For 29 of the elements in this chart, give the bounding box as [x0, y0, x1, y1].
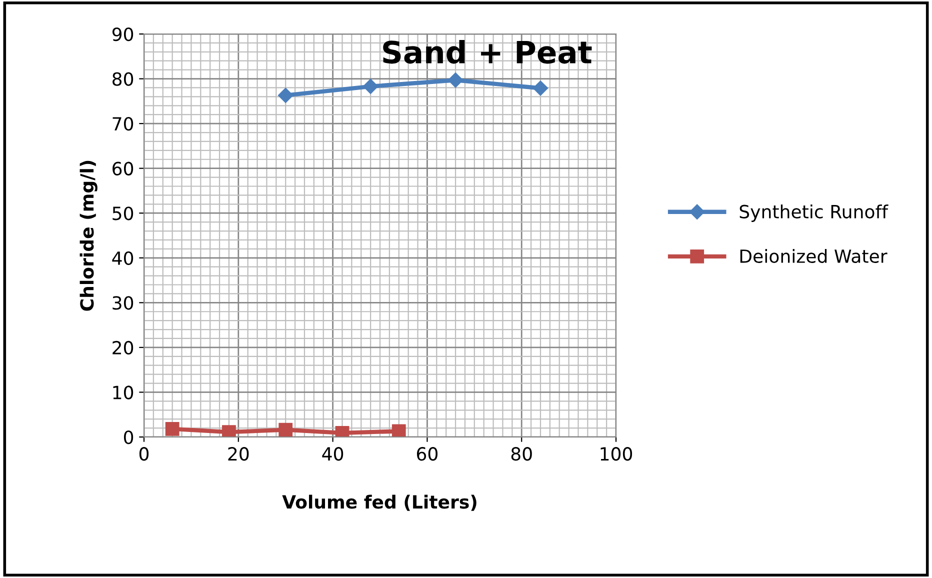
y-tick-label: 60	[112, 162, 134, 176]
point	[362, 78, 378, 94]
x-tick-label: 0	[139, 447, 149, 461]
y-tick-label: 20	[112, 340, 134, 355]
legend-label: Synthetic Runoff	[740, 204, 888, 222]
y-tick-label: 30	[112, 296, 134, 310]
y-tick-label: 50	[112, 206, 134, 220]
x-tick-label: 100	[600, 447, 632, 461]
y-tick-label: 80	[112, 72, 134, 86]
y-tick-label: 10	[113, 386, 134, 400]
y-tick-label: 0	[124, 430, 134, 444]
point	[392, 424, 406, 437]
y-tick-label: 70	[112, 117, 134, 131]
point	[448, 72, 464, 88]
y-axis-title: Chloride (mg/l)	[80, 160, 98, 311]
x-axis-title: Volume fed (Liters)	[282, 494, 476, 511]
x-tick-label: 80	[511, 447, 532, 461]
point	[278, 88, 294, 103]
chart-title: Sand + Peat	[383, 40, 592, 64]
point	[532, 80, 548, 96]
y-tick-label: 40	[112, 251, 134, 266]
point	[278, 422, 293, 437]
x-tick-label: 40	[322, 447, 344, 461]
point	[222, 425, 236, 437]
legend-label: Deionized Water	[740, 249, 888, 264]
x-tick-label: 60	[416, 447, 438, 461]
point	[165, 422, 180, 436]
y-tick-label: 90	[112, 27, 134, 42]
x-tick-label: 20	[228, 447, 249, 461]
